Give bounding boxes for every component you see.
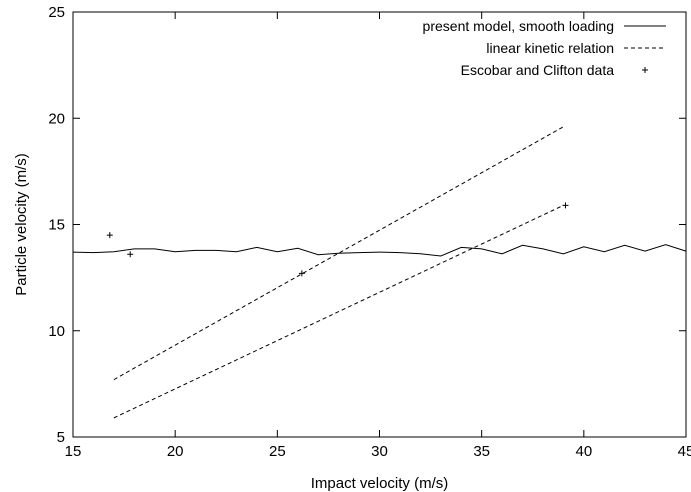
x-tick-label: 45	[678, 443, 691, 460]
x-axis-label: Impact velocity (m/s)	[311, 475, 449, 492]
x-tick-label: 30	[371, 443, 388, 460]
y-tick-label: 15	[48, 217, 65, 234]
x-tick-label: 20	[167, 443, 184, 460]
series-line-linear-kinetic	[113, 204, 564, 419]
series-line-present-model	[72, 244, 687, 257]
y-axis-ticks: 5 10 15 20 25	[48, 4, 686, 446]
y-tick-label: 5	[57, 429, 65, 446]
y-tick-label: 25	[48, 4, 65, 21]
y-tick-label: 10	[48, 323, 65, 340]
x-tick-label: 15	[65, 443, 82, 460]
data-point-escobar-clifton	[127, 251, 134, 258]
legend-label: present model, smooth loading	[423, 18, 614, 34]
x-tick-label: 25	[269, 443, 286, 460]
legend: present model, smooth loading linear kine…	[423, 18, 666, 78]
y-tick-label: 20	[48, 110, 65, 127]
y-axis-label: Particle velocity (m/s)	[13, 153, 30, 296]
data-point-escobar-clifton	[106, 232, 113, 239]
data-point-escobar-clifton	[298, 270, 305, 277]
x-axis-ticks: 15 20 25 30 35 40 45	[65, 12, 691, 460]
x-tick-label: 40	[575, 443, 592, 460]
data-point-escobar-clifton	[562, 202, 569, 209]
series-line-linear-kinetic	[113, 126, 564, 381]
series-layer	[72, 126, 687, 419]
legend-label: Escobar and Clifton data	[461, 62, 615, 78]
legend-label: linear kinetic relation	[486, 40, 614, 56]
x-tick-label: 35	[473, 443, 490, 460]
